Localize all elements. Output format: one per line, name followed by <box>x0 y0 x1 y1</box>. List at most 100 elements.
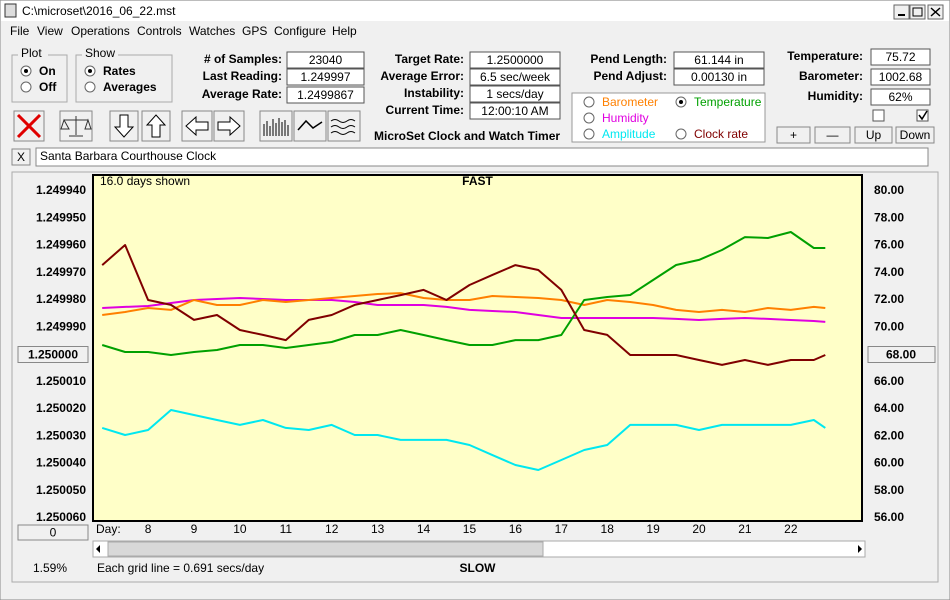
x-tick-label: 16 <box>509 522 523 536</box>
x-tick-label: 17 <box>555 522 569 536</box>
app-icon <box>4 3 17 18</box>
y-tick-label: 1.250030 <box>36 428 86 442</box>
y-tick-label: 1.250010 <box>36 374 86 388</box>
radio[interactable] <box>583 128 595 140</box>
scroll-thumb[interactable] <box>107 541 544 557</box>
group-title-bg <box>82 48 118 62</box>
field-label: Target Rate: <box>395 52 464 66</box>
field-value: 75.72 <box>885 50 915 64</box>
y-center-button[interactable] <box>17 346 89 363</box>
y2-center-button[interactable] <box>867 346 936 363</box>
x-tick-label: 15 <box>463 522 477 536</box>
check-mark <box>918 110 928 121</box>
x-tick-label: 9 <box>191 522 198 536</box>
field-box <box>673 51 765 69</box>
title-bar <box>1 1 949 21</box>
field-box <box>469 68 561 86</box>
y2-tick-label: 72.00 <box>874 292 904 306</box>
legend-entry: Clock rate <box>694 127 748 141</box>
field-label: Average Rate: <box>202 87 282 101</box>
group-title: Show <box>85 46 115 60</box>
x-tick-label: 20 <box>692 522 706 536</box>
y2-tick-label: 70.00 <box>874 319 904 333</box>
close-icon <box>930 7 941 17</box>
checkbox[interactable] <box>916 109 929 122</box>
y-tick-label: 1.250040 <box>36 456 86 470</box>
wave-icon <box>330 119 356 135</box>
control-button-label: + <box>790 128 797 142</box>
minimize-button[interactable] <box>893 4 910 20</box>
toolbar <box>13 110 361 142</box>
y2-tick-label: 62.00 <box>874 428 904 442</box>
y-tick-label: 1.249970 <box>36 265 86 279</box>
app-label: MicroSet Clock and Watch Timer <box>374 129 560 143</box>
data-line <box>101 244 826 366</box>
y2-tick-label: 64.00 <box>874 401 904 415</box>
field-value: 6.5 sec/week <box>480 70 551 84</box>
y2-tick-label: 60.00 <box>874 456 904 470</box>
field-value: 1 secs/day <box>486 87 543 101</box>
top-label: FAST <box>462 174 493 188</box>
field-value: 1.2500000 <box>487 53 544 67</box>
control-button[interactable] <box>895 126 935 144</box>
radio[interactable] <box>84 81 96 93</box>
line-icon <box>297 119 323 131</box>
clock-name: Santa Barbara Courthouse Clock <box>40 149 217 163</box>
y-tick-label: 1.249950 <box>36 210 86 224</box>
offset-button-label: 0 <box>50 526 57 540</box>
y-tick-label: 1.249990 <box>36 319 86 333</box>
legend-entry: Amplitude <box>602 127 656 141</box>
radio-dot <box>24 69 28 73</box>
control-button[interactable] <box>814 126 851 144</box>
field-value: 62% <box>888 90 912 104</box>
field-value: 1.2499867 <box>297 88 354 102</box>
menu-item: Operations <box>71 24 130 38</box>
clock-name-box[interactable] <box>35 147 929 167</box>
x-tick-label: 22 <box>784 522 798 536</box>
legend-entry: Temperature <box>694 95 762 109</box>
y-tick-label: 1.250060 <box>36 510 86 524</box>
plot-area <box>92 174 863 522</box>
field-box <box>469 51 561 69</box>
x-tick-label: 14 <box>417 522 431 536</box>
down-icon <box>113 114 135 138</box>
x-tick-label: 13 <box>371 522 385 536</box>
clear-button[interactable] <box>11 148 31 166</box>
radio[interactable] <box>20 81 32 93</box>
field-box <box>870 48 931 66</box>
field-value: 12:00:10 AM <box>481 104 548 118</box>
radio-label: Off <box>39 80 57 94</box>
group-box <box>75 54 173 103</box>
radio[interactable] <box>675 128 687 140</box>
field-value: 1002.68 <box>879 70 923 84</box>
checkbox[interactable] <box>872 109 885 122</box>
x-tick-label: 12 <box>325 522 339 536</box>
menu-item: Watches <box>189 24 235 38</box>
radio[interactable] <box>583 96 595 108</box>
radio[interactable] <box>583 112 595 124</box>
span-label: 16.0 days shown <box>100 174 190 188</box>
legend-entry: Barometer <box>602 95 658 109</box>
field-label: Current Time: <box>386 103 464 117</box>
offset-button[interactable] <box>17 524 89 541</box>
field-label: Last Reading: <box>203 69 282 83</box>
maximize-button[interactable] <box>909 4 926 20</box>
field-box <box>286 86 365 104</box>
data-line <box>101 409 826 471</box>
y2-tick-label: 74.00 <box>874 265 904 279</box>
field-value: 0.00130 in <box>691 70 747 84</box>
control-button[interactable] <box>854 126 893 144</box>
data-line <box>101 231 826 356</box>
right-icon <box>217 115 241 137</box>
y2-tick-label: 58.00 <box>874 483 904 497</box>
y-tick-label: 1.250050 <box>36 483 86 497</box>
field-label: # of Samples: <box>204 52 282 66</box>
control-button[interactable] <box>776 126 811 144</box>
window-controls[interactable] <box>893 4 944 20</box>
menu-item: File <box>10 24 30 38</box>
field-label: Pend Adjust: <box>593 69 667 83</box>
plot-select-panel <box>571 92 766 143</box>
y2-tick-label: 66.00 <box>874 374 904 388</box>
